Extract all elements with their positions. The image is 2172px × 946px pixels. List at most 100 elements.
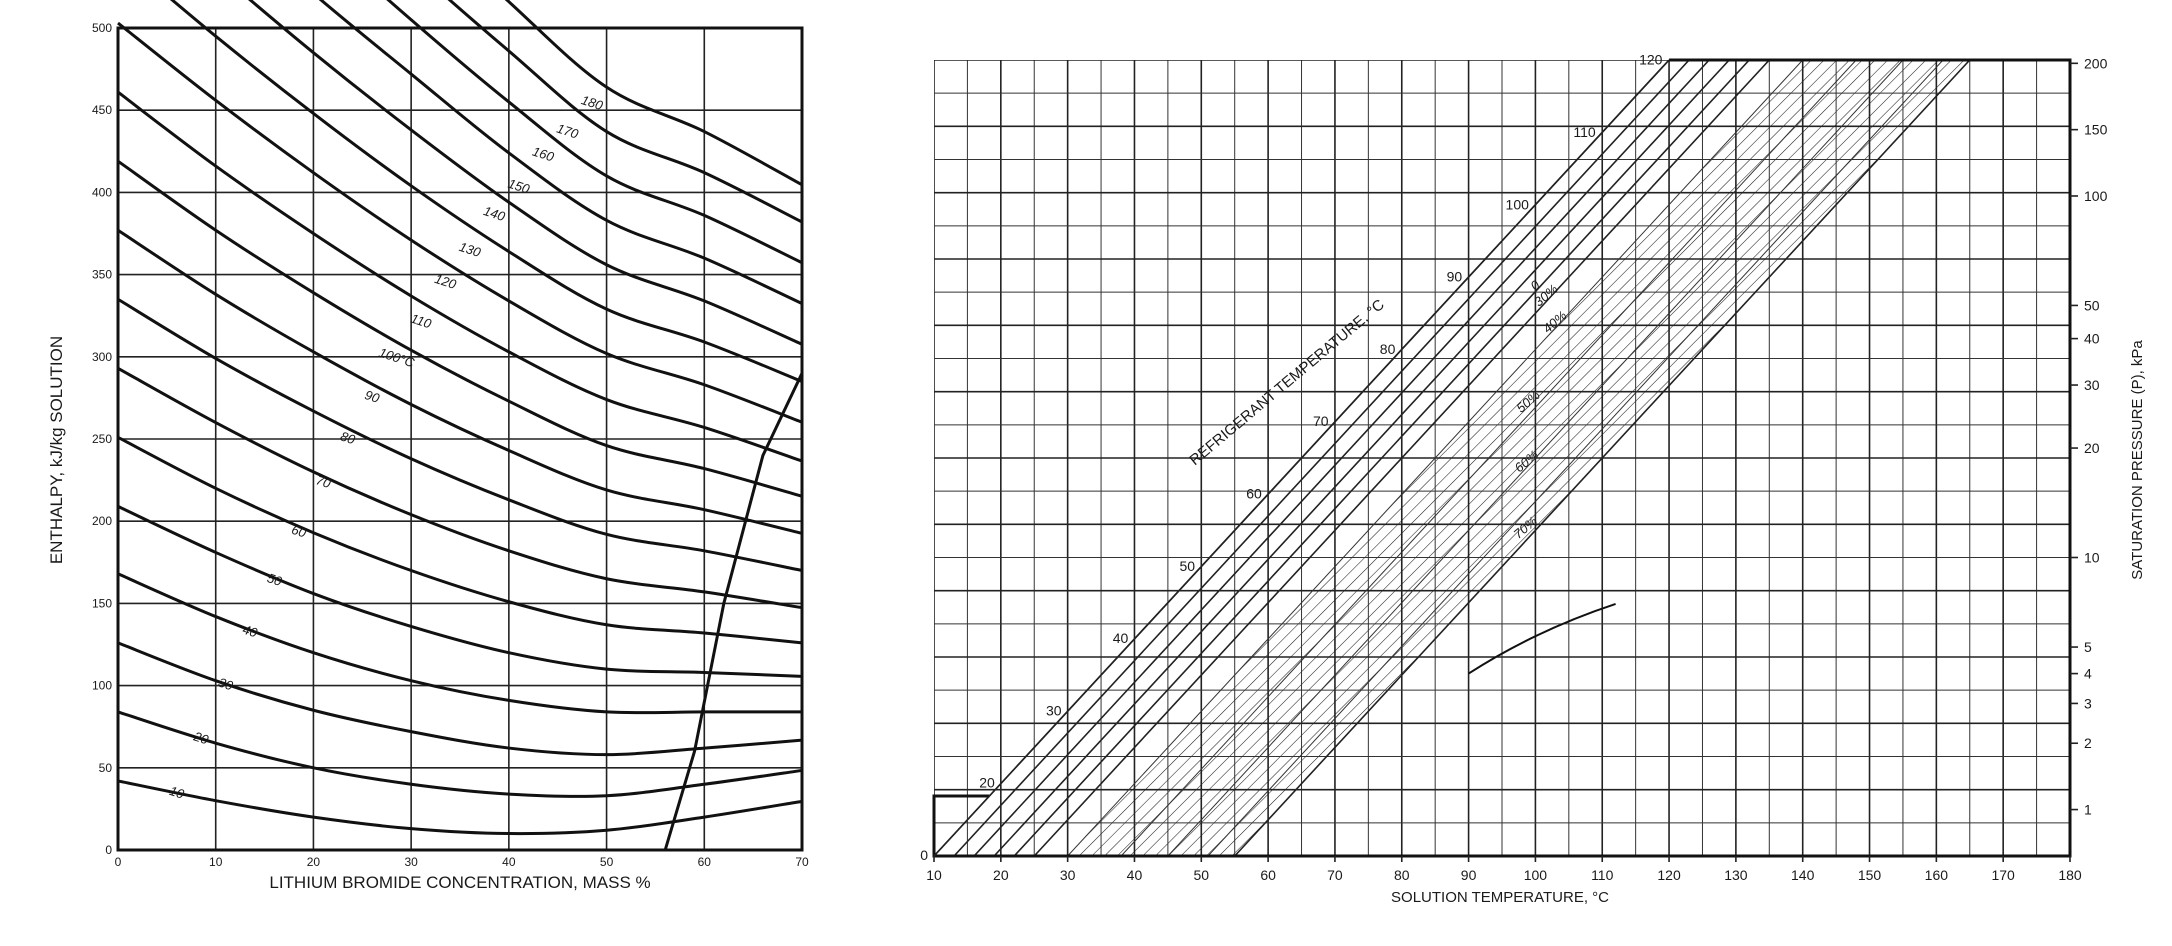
y-tick-label-0: 0 [105, 843, 112, 857]
x-tick-label-50: 50 [1194, 867, 1210, 883]
y-tick-label-450: 450 [92, 103, 112, 117]
x-tick-label-90: 90 [1461, 867, 1477, 883]
isotherm-label-60: 60 [290, 522, 309, 541]
refrigerant-temperature-label: REFRIGERANT TEMPERATURE, °C [1186, 296, 1387, 469]
crystallization-line [663, 372, 804, 851]
x-tick-label-30: 30 [1060, 867, 1076, 883]
right-frame-outline [932, 58, 2072, 858]
right-x-tick-labels: 10 20 30 40 50 60 70 80 90 100 110 120 130 140 150 160 1… [926, 856, 2082, 883]
left-y-tick-labels: 0 50 100 150 200 250 300 350 400 450 500 [92, 21, 112, 857]
isotherm-110 [117, 90, 803, 463]
isotherm-140 [247, 0, 803, 346]
isotherm-100°C [117, 159, 803, 498]
isotherm-label-50: 50 [265, 570, 284, 589]
isotherm-80 [117, 297, 803, 572]
concentration-line-4 [1013, 60, 1750, 856]
x-tick-label-40: 40 [1127, 867, 1143, 883]
left-y-axis-label: ENTHALPY, kJ/kg SOLUTION [47, 336, 66, 564]
pressure-tick-label-4: 4 [2084, 666, 2092, 682]
isotherm-10 [117, 779, 803, 836]
refrigerant-temp-tick-labels: 0 20 30 40 50 60 70 80 90 100 110 120 [920, 52, 1662, 863]
isotherm-label-40: 40 [241, 622, 260, 641]
y-tick-label-400: 400 [92, 185, 112, 199]
x-tick-label-140: 140 [1791, 867, 1815, 883]
refrigerant-temp-label-20: 20 [979, 775, 995, 791]
pressure-tick-label-40: 40 [2084, 331, 2100, 347]
x-tick-label-20: 20 [307, 855, 321, 869]
isotherm-label-80: 80 [339, 428, 358, 447]
isotherm-90 [117, 228, 803, 535]
right-grid [934, 60, 2071, 856]
refrigerant-temp-label-120: 120 [1639, 52, 1663, 68]
refrigerant-temp-axis [933, 59, 1670, 857]
isotherm-label-180: 180 [579, 92, 605, 113]
right-y-axis-label: SATURATION PRESSURE (P), kPa [2129, 340, 2146, 580]
isotherm-label-170: 170 [555, 121, 581, 142]
isotherm-label-30: 30 [216, 675, 235, 694]
enthalpy-concentration-chart: 102030405060708090100°C11012013014015016… [47, 0, 809, 892]
refrigerant-temp-label-0: 0 [920, 847, 928, 863]
pressure-tick-label-150: 150 [2084, 122, 2108, 138]
left-plot-frame [116, 26, 804, 852]
pressure-tick-label-10: 10 [2084, 550, 2100, 566]
isotherm-label-140: 140 [482, 203, 508, 224]
concentration-line-2 [973, 60, 1710, 856]
x-tick-label-150: 150 [1858, 867, 1882, 883]
isotherm-170 [447, 0, 803, 224]
isotherm-70 [117, 366, 803, 610]
x-tick-label-170: 170 [1991, 867, 2015, 883]
isotherm-label-150: 150 [506, 176, 532, 197]
left-x-axis-label: LITHIUM BROMIDE CONCENTRATION, MASS % [269, 873, 650, 892]
x-tick-label-100: 100 [1524, 867, 1548, 883]
x-tick-label-0: 0 [115, 855, 122, 869]
isotherm-label-10: 10 [168, 783, 187, 802]
x-tick-label-120: 120 [1657, 867, 1681, 883]
x-tick-label-20: 20 [993, 867, 1009, 883]
isotherm-150 [318, 0, 803, 305]
right-x-axis-label: SOLUTION TEMPERATURE, °C [1391, 889, 1609, 906]
right-plot-area [934, 60, 2071, 856]
isotherm-20 [117, 710, 803, 798]
x-tick-label-40: 40 [502, 855, 516, 869]
x-tick-label-160: 160 [1925, 867, 1949, 883]
x-tick-label-70: 70 [795, 855, 809, 869]
y-tick-label-200: 200 [92, 514, 112, 528]
refrigerant-temp-label-100: 100 [1506, 196, 1530, 212]
refrigerant-temp-label-30: 30 [1046, 702, 1062, 718]
isotherm-60 [117, 436, 803, 645]
crystallization-curve [1468, 602, 1616, 675]
refrigerant-temp-label-40: 40 [1113, 630, 1129, 646]
isotherm-40 [117, 572, 802, 715]
pressure-tick-label-3: 3 [2084, 695, 2092, 711]
y-tick-label-250: 250 [92, 432, 112, 446]
isotherm-180 [504, 0, 803, 187]
isotherm-label-130: 130 [457, 239, 483, 260]
concentration-line-7 [1120, 60, 1857, 856]
concentration-line-9 [1207, 60, 1944, 856]
isotherm-label-90: 90 [363, 387, 382, 406]
x-tick-label-30: 30 [404, 855, 418, 869]
isotherm-label-160: 160 [531, 144, 557, 165]
concentration-line-3 [993, 60, 1730, 856]
isotherm-160 [386, 0, 803, 265]
y-tick-label-50: 50 [99, 761, 113, 775]
right-plot-frame [932, 58, 2072, 858]
y-tick-label-150: 150 [92, 596, 112, 610]
x-tick-label-180: 180 [2058, 867, 2082, 883]
left-x-tick-labels: 0 10 20 30 40 50 60 70 [115, 855, 809, 869]
x-tick-label-130: 130 [1724, 867, 1748, 883]
pressure-tick-label-20: 20 [2084, 440, 2100, 456]
refrigerant-temp-label-60: 60 [1246, 485, 1262, 501]
x-tick-label-110: 110 [1591, 867, 1614, 883]
concentration-line-10 [1234, 60, 1971, 856]
y-tick-label-350: 350 [92, 268, 112, 282]
refrigerant-temp-label-110: 110 [1573, 124, 1596, 140]
x-tick-label-10: 10 [926, 867, 942, 883]
isotherm-curves [117, 0, 803, 836]
x-tick-label-70: 70 [1327, 867, 1343, 883]
isotherm-130 [169, 0, 803, 383]
pressure-tick-label-2: 2 [2084, 735, 2092, 751]
pressure-tick-labels: 1 2 3 4 5 10 20 30 40 50 100 150 200 [2070, 55, 2108, 818]
pressure-tick-label-50: 50 [2084, 297, 2100, 313]
